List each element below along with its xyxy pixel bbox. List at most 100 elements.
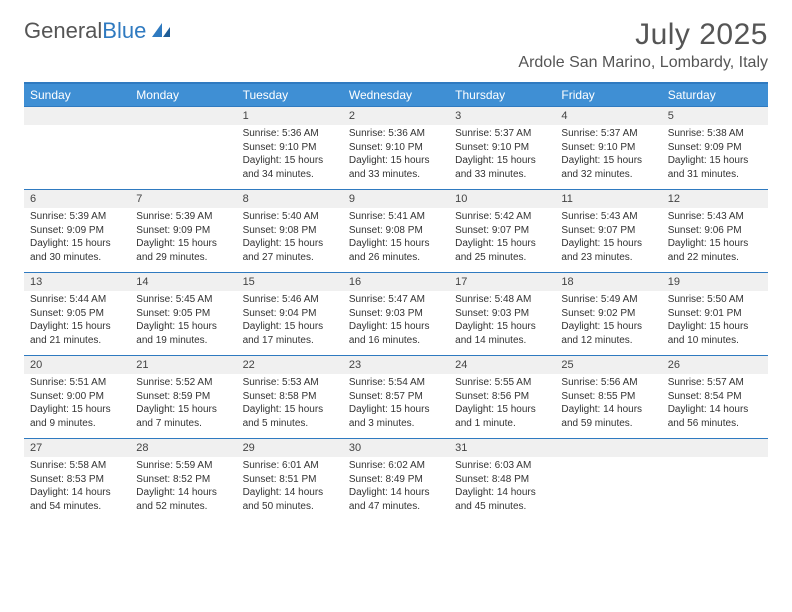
sunrise-line: Sunrise: 5:40 AM bbox=[243, 210, 337, 224]
sunset-line: Sunset: 9:08 PM bbox=[349, 224, 443, 238]
sunset-line: Sunset: 9:05 PM bbox=[136, 307, 230, 321]
daylight-line: Daylight: 15 hours and 31 minutes. bbox=[668, 154, 762, 181]
sunrise-line: Sunrise: 5:56 AM bbox=[561, 376, 655, 390]
sunset-line: Sunset: 9:05 PM bbox=[30, 307, 124, 321]
daylight-line: Daylight: 15 hours and 7 minutes. bbox=[136, 403, 230, 430]
day-number-cell bbox=[555, 439, 661, 457]
daylight-line: Daylight: 15 hours and 5 minutes. bbox=[243, 403, 337, 430]
daylight-line: Daylight: 15 hours and 3 minutes. bbox=[349, 403, 443, 430]
sunrise-line: Sunrise: 5:50 AM bbox=[668, 293, 762, 307]
brand-part1: General bbox=[24, 18, 102, 44]
day-detail-cell: Sunrise: 5:41 AMSunset: 9:08 PMDaylight:… bbox=[343, 208, 449, 272]
daylight-line: Daylight: 15 hours and 10 minutes. bbox=[668, 320, 762, 347]
daylight-line: Daylight: 15 hours and 21 minutes. bbox=[30, 320, 124, 347]
sunset-line: Sunset: 9:10 PM bbox=[561, 141, 655, 155]
sunset-line: Sunset: 9:02 PM bbox=[561, 307, 655, 321]
day-detail-cell: Sunrise: 5:37 AMSunset: 9:10 PMDaylight:… bbox=[555, 125, 661, 189]
day-number-cell: 24 bbox=[449, 356, 555, 374]
sunset-line: Sunset: 8:58 PM bbox=[243, 390, 337, 404]
sunset-line: Sunset: 9:09 PM bbox=[30, 224, 124, 238]
day-number-cell: 4 bbox=[555, 107, 661, 125]
calendar-header-cell: Thursday bbox=[449, 84, 555, 106]
sunset-line: Sunset: 8:55 PM bbox=[561, 390, 655, 404]
day-number-cell: 29 bbox=[237, 439, 343, 457]
sunset-line: Sunset: 9:04 PM bbox=[243, 307, 337, 321]
sunset-line: Sunset: 9:09 PM bbox=[136, 224, 230, 238]
day-number-cell: 19 bbox=[662, 273, 768, 291]
sunrise-line: Sunrise: 5:54 AM bbox=[349, 376, 443, 390]
day-detail-cell: Sunrise: 5:42 AMSunset: 9:07 PMDaylight:… bbox=[449, 208, 555, 272]
day-number-cell: 31 bbox=[449, 439, 555, 457]
calendar-header-cell: Wednesday bbox=[343, 84, 449, 106]
day-detail-cell: Sunrise: 5:54 AMSunset: 8:57 PMDaylight:… bbox=[343, 374, 449, 438]
day-number-cell: 17 bbox=[449, 273, 555, 291]
day-detail-cell: Sunrise: 5:45 AMSunset: 9:05 PMDaylight:… bbox=[130, 291, 236, 355]
day-number-cell: 18 bbox=[555, 273, 661, 291]
sunset-line: Sunset: 8:52 PM bbox=[136, 473, 230, 487]
day-number-cell: 15 bbox=[237, 273, 343, 291]
daylight-line: Daylight: 14 hours and 56 minutes. bbox=[668, 403, 762, 430]
sunset-line: Sunset: 9:03 PM bbox=[455, 307, 549, 321]
calendar-header-row: SundayMondayTuesdayWednesdayThursdayFrid… bbox=[24, 84, 768, 106]
day-detail-cell: Sunrise: 5:48 AMSunset: 9:03 PMDaylight:… bbox=[449, 291, 555, 355]
day-number-cell bbox=[130, 107, 236, 125]
day-detail-cell: Sunrise: 5:56 AMSunset: 8:55 PMDaylight:… bbox=[555, 374, 661, 438]
sunset-line: Sunset: 9:09 PM bbox=[668, 141, 762, 155]
calendar-header-cell: Monday bbox=[130, 84, 236, 106]
sunrise-line: Sunrise: 5:53 AM bbox=[243, 376, 337, 390]
day-detail-cell: Sunrise: 5:57 AMSunset: 8:54 PMDaylight:… bbox=[662, 374, 768, 438]
day-number-cell: 7 bbox=[130, 190, 236, 208]
sunset-line: Sunset: 9:10 PM bbox=[455, 141, 549, 155]
day-number-cell: 11 bbox=[555, 190, 661, 208]
day-detail-cell: Sunrise: 5:52 AMSunset: 8:59 PMDaylight:… bbox=[130, 374, 236, 438]
day-number-row: 2728293031 bbox=[24, 438, 768, 457]
brand-logo: GeneralBlue bbox=[24, 18, 174, 44]
sunrise-line: Sunrise: 5:52 AM bbox=[136, 376, 230, 390]
day-detail-cell: Sunrise: 5:37 AMSunset: 9:10 PMDaylight:… bbox=[449, 125, 555, 189]
daylight-line: Daylight: 15 hours and 17 minutes. bbox=[243, 320, 337, 347]
sunrise-line: Sunrise: 5:37 AM bbox=[561, 127, 655, 141]
sunset-line: Sunset: 9:10 PM bbox=[243, 141, 337, 155]
calendar-header-cell: Sunday bbox=[24, 84, 130, 106]
sunrise-line: Sunrise: 5:36 AM bbox=[243, 127, 337, 141]
day-detail-cell: Sunrise: 6:01 AMSunset: 8:51 PMDaylight:… bbox=[237, 457, 343, 521]
daylight-line: Daylight: 15 hours and 14 minutes. bbox=[455, 320, 549, 347]
day-number-cell: 3 bbox=[449, 107, 555, 125]
sunrise-line: Sunrise: 5:46 AM bbox=[243, 293, 337, 307]
day-detail-cell: Sunrise: 5:39 AMSunset: 9:09 PMDaylight:… bbox=[24, 208, 130, 272]
day-number-cell: 21 bbox=[130, 356, 236, 374]
sunrise-line: Sunrise: 5:42 AM bbox=[455, 210, 549, 224]
sunrise-line: Sunrise: 5:39 AM bbox=[136, 210, 230, 224]
day-detail-row: Sunrise: 5:58 AMSunset: 8:53 PMDaylight:… bbox=[24, 457, 768, 521]
day-number-cell: 9 bbox=[343, 190, 449, 208]
day-detail-row: Sunrise: 5:36 AMSunset: 9:10 PMDaylight:… bbox=[24, 125, 768, 189]
calendar-header-cell: Saturday bbox=[662, 84, 768, 106]
sunrise-line: Sunrise: 5:41 AM bbox=[349, 210, 443, 224]
sunset-line: Sunset: 9:01 PM bbox=[668, 307, 762, 321]
day-detail-cell: Sunrise: 5:47 AMSunset: 9:03 PMDaylight:… bbox=[343, 291, 449, 355]
day-number-cell: 28 bbox=[130, 439, 236, 457]
day-number-cell: 27 bbox=[24, 439, 130, 457]
day-detail-row: Sunrise: 5:39 AMSunset: 9:09 PMDaylight:… bbox=[24, 208, 768, 272]
day-number-cell: 8 bbox=[237, 190, 343, 208]
daylight-line: Daylight: 14 hours and 54 minutes. bbox=[30, 486, 124, 513]
day-number-cell: 25 bbox=[555, 356, 661, 374]
day-number-row: 12345 bbox=[24, 106, 768, 125]
day-detail-cell: Sunrise: 5:38 AMSunset: 9:09 PMDaylight:… bbox=[662, 125, 768, 189]
day-number-row: 6789101112 bbox=[24, 189, 768, 208]
day-number-cell: 14 bbox=[130, 273, 236, 291]
daylight-line: Daylight: 15 hours and 34 minutes. bbox=[243, 154, 337, 181]
sunrise-line: Sunrise: 5:38 AM bbox=[668, 127, 762, 141]
sunrise-line: Sunrise: 5:37 AM bbox=[455, 127, 549, 141]
sunrise-line: Sunrise: 5:48 AM bbox=[455, 293, 549, 307]
sunset-line: Sunset: 8:53 PM bbox=[30, 473, 124, 487]
daylight-line: Daylight: 14 hours and 47 minutes. bbox=[349, 486, 443, 513]
day-detail-row: Sunrise: 5:44 AMSunset: 9:05 PMDaylight:… bbox=[24, 291, 768, 355]
day-number-row: 20212223242526 bbox=[24, 355, 768, 374]
day-detail-row: Sunrise: 5:51 AMSunset: 9:00 PMDaylight:… bbox=[24, 374, 768, 438]
sunrise-line: Sunrise: 5:58 AM bbox=[30, 459, 124, 473]
day-detail-cell: Sunrise: 5:44 AMSunset: 9:05 PMDaylight:… bbox=[24, 291, 130, 355]
month-title: July 2025 bbox=[518, 18, 768, 52]
daylight-line: Daylight: 15 hours and 23 minutes. bbox=[561, 237, 655, 264]
daylight-line: Daylight: 15 hours and 32 minutes. bbox=[561, 154, 655, 181]
